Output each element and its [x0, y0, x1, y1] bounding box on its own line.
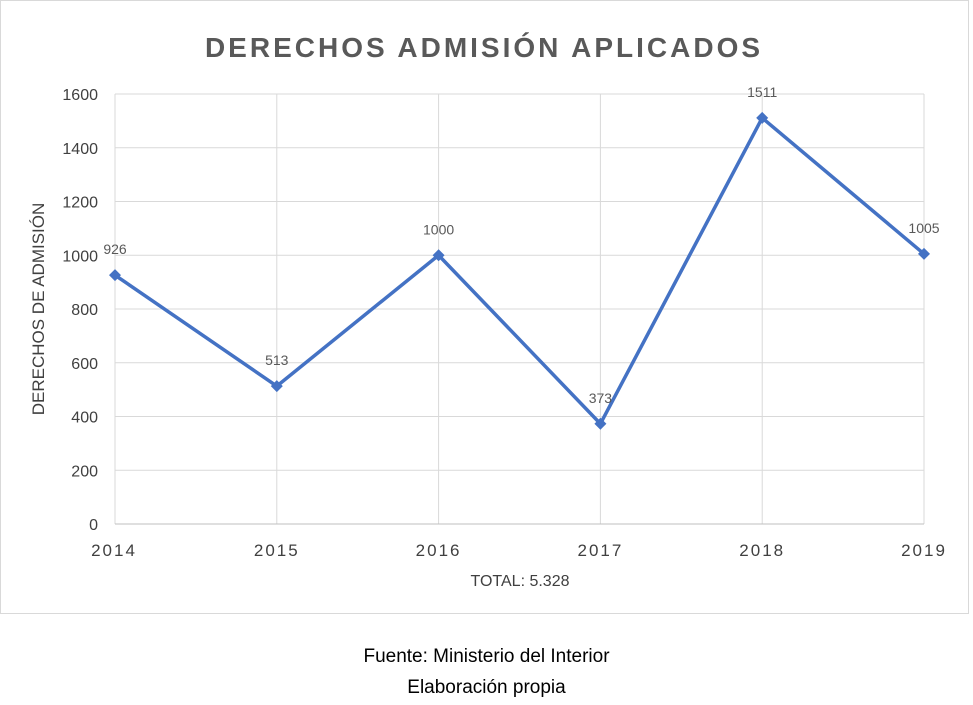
credit-caption: Elaboración propia: [407, 677, 566, 698]
data-label: 1511: [747, 84, 777, 100]
x-tick-label: 2017: [577, 541, 623, 560]
x-tick-label: 2015: [254, 541, 300, 560]
x-tick-label: 2018: [739, 541, 785, 560]
x-axis-ticks: 2014 2015 2016 2017 2018 2019: [91, 541, 947, 560]
y-tick-label: 1400: [62, 141, 98, 158]
line-chart: DERECHOS ADMISIÓN APLICADOS 0 200 400 600 80…: [29, 32, 947, 590]
y-tick-label: 400: [71, 410, 98, 427]
y-axis-title: DERECHOS DE ADMISIÓN: [29, 203, 48, 416]
data-label: 1000: [423, 221, 454, 237]
data-label: 1005: [908, 220, 939, 236]
x-tick-label: 2014: [91, 541, 137, 560]
x-tick-label: 2016: [416, 541, 462, 560]
y-tick-label: 200: [71, 463, 98, 480]
gridlines: [114, 93, 925, 525]
y-tick-label: 800: [71, 302, 98, 319]
y-tick-label: 0: [89, 517, 98, 534]
data-point-marker: [109, 269, 121, 282]
data-label: 513: [265, 352, 289, 368]
data-label: 926: [103, 241, 127, 257]
y-tick-label: 1200: [62, 195, 98, 212]
y-tick-label: 600: [71, 356, 98, 373]
source-caption: Fuente: Ministerio del Interior: [363, 646, 610, 667]
data-point-marker: [432, 249, 445, 262]
data-point-marker: [918, 247, 930, 260]
series-line: [114, 115, 926, 427]
data-label: 373: [589, 390, 613, 406]
chart-title: DERECHOS ADMISIÓN APLICADOS: [205, 32, 763, 63]
data-point-marker: [756, 111, 769, 124]
y-tick-label: 1600: [62, 87, 98, 104]
data-point-marker: [270, 380, 283, 393]
y-tick-label: 1000: [62, 248, 98, 265]
chart-frame: DERECHOS ADMISIÓN APLICADOS 0 200 400 600 80…: [0, 0, 969, 614]
series-polyline: [114, 115, 926, 427]
series-markers: [109, 111, 930, 430]
y-axis-ticks: 0 200 400 600 800 1000 1200 1400 1600: [62, 87, 98, 534]
data-point-marker: [594, 417, 607, 430]
data-labels: 926 513 1000 373 1511 1005: [103, 84, 939, 406]
x-axis-title: TOTAL: 5.328: [470, 573, 569, 590]
x-tick-label: 2019: [901, 541, 947, 560]
